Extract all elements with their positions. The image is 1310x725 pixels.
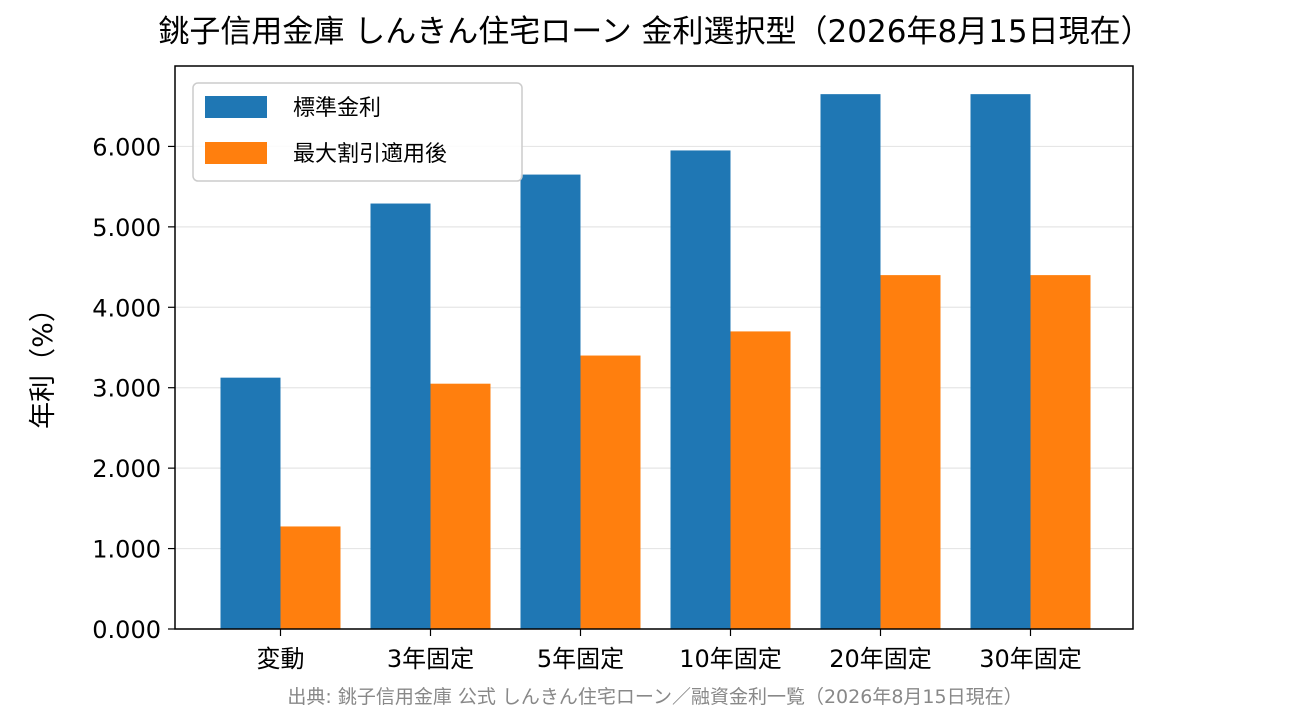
chart-title: 銚子信用金庫 しんきん住宅ローン 金利選択型（2026年8月15日現在）	[158, 14, 1152, 50]
source-note: 出典: 銚子信用金庫 公式 しんきん住宅ローン／融資金利一覧（2026年8月15…	[287, 686, 1023, 708]
x-tick-label: 変動	[257, 645, 305, 673]
legend-label-standard: 標準金利	[293, 96, 381, 121]
bar-discounted	[430, 383, 491, 629]
x-axis: 変動 3年固定 5年固定 10年固定 20年固定 30年固定	[257, 629, 1082, 673]
bar-discounted	[880, 275, 941, 629]
bar-discounted	[280, 526, 341, 629]
legend-swatch-discounted	[205, 142, 267, 164]
y-tick-label: 4.000	[92, 294, 161, 322]
y-tick-label: 6.000	[92, 133, 161, 161]
legend-label-discounted: 最大割引適用後	[293, 142, 447, 167]
bar-standard	[670, 150, 731, 629]
y-tick-label: 2.000	[92, 455, 161, 483]
bar-standard	[820, 94, 881, 629]
bar-standard	[520, 174, 581, 630]
x-tick-label: 20年固定	[829, 645, 932, 673]
legend-swatch-standard	[205, 96, 267, 118]
bars	[220, 94, 1091, 630]
x-tick-label: 30年固定	[979, 645, 1082, 673]
bar-discounted	[580, 355, 641, 629]
x-tick-label: 10年固定	[679, 645, 782, 673]
plot-frame	[174, 65, 1134, 630]
x-tick-label: 3年固定	[387, 645, 474, 673]
legend-frame	[192, 82, 523, 182]
y-axis: 0.000 1.000 2.000 3.000 4.000 5.000 6.000	[92, 133, 175, 644]
bar-standard	[970, 94, 1031, 629]
bar-standard	[370, 203, 431, 630]
y-tick-label: 3.000	[92, 375, 161, 403]
y-tick-label: 0.000	[92, 616, 161, 644]
y-axis-title: 年利（%）	[28, 295, 59, 429]
bar-standard	[220, 377, 281, 629]
bar-discounted	[730, 331, 791, 629]
x-tick-label: 5年固定	[537, 645, 624, 673]
y-tick-label: 1.000	[92, 536, 161, 564]
bar-discounted	[1030, 275, 1091, 629]
legend: 標準金利 最大割引適用後	[192, 82, 523, 182]
y-tick-label: 5.000	[92, 214, 161, 242]
